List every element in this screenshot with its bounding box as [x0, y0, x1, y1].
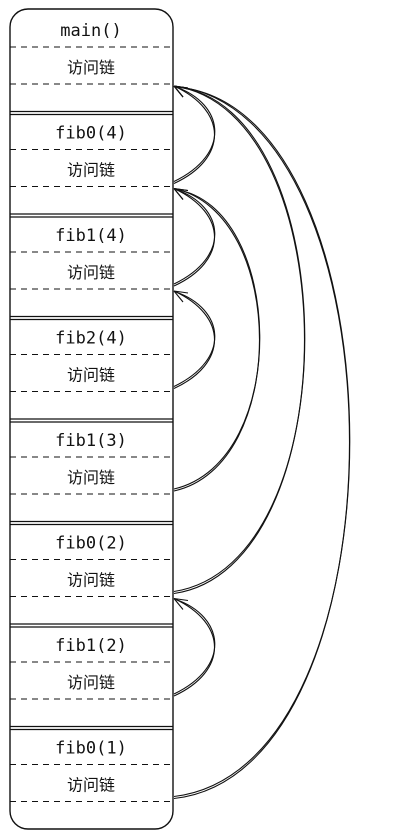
- stack-frame: fib0(4) 访问链: [10, 110, 173, 188]
- arrow-curve: [173, 188, 261, 490]
- stack-frame: fib0(2) 访问链: [10, 520, 173, 598]
- arrow-curve: [173, 86, 351, 798]
- arrowhead: [173, 290, 189, 303]
- frame-title: fib0(1): [55, 739, 127, 759]
- stack-frame: fib2(4) 访问链: [10, 315, 173, 393]
- arrowhead: [173, 597, 189, 610]
- frame-title: fib1(2): [55, 636, 127, 656]
- frame-title: fib0(4): [55, 124, 127, 144]
- access-link-arrows: [173, 85, 351, 800]
- arrow-curve: [173, 188, 216, 285]
- arrow-curve: [173, 86, 306, 593]
- stack-frame: main() 访问链: [10, 21, 173, 85]
- access-link-label: 访问链: [67, 161, 115, 180]
- frame-title: fib0(2): [55, 534, 127, 554]
- arrow-curve: [173, 86, 216, 182]
- stack-frame: fib1(4) 访问链: [10, 213, 173, 290]
- arrow-curve: [173, 85, 351, 800]
- stack-frame: fib1(2) 访问链: [10, 623, 173, 700]
- access-link-label: 访问链: [67, 366, 115, 385]
- access-link-arrow: [173, 187, 261, 492]
- access-link-arrow: [173, 85, 216, 184]
- arrow-curve: [173, 598, 216, 695]
- frame-title: fib1(3): [55, 431, 127, 451]
- access-link-label: 访问链: [67, 571, 115, 590]
- arrowhead: [173, 187, 189, 200]
- access-link-arrow: [173, 597, 216, 697]
- access-link-label: 访问链: [67, 58, 115, 77]
- arrow-curve: [173, 187, 260, 492]
- stack-frames: main()访问链fib0(4)访问链fib1(4)访问链fib2(4)访问链f…: [10, 21, 173, 803]
- stack-frame: fib0(1) 访问链: [10, 725, 173, 803]
- access-link-label: 访问链: [67, 468, 115, 487]
- stack-frame: fib1(3) 访问链: [10, 418, 173, 495]
- arrow-curve: [173, 291, 216, 387]
- frame-title: main(): [60, 21, 121, 41]
- access-link-arrow: [173, 85, 351, 800]
- access-link-label: 访问链: [67, 776, 115, 795]
- frame-title: fib2(4): [55, 329, 127, 349]
- access-link-label: 访问链: [67, 263, 115, 282]
- frame-title: fib1(4): [55, 226, 127, 246]
- access-link-arrow: [173, 290, 216, 389]
- access-link-label: 访问链: [67, 673, 115, 692]
- arrowhead: [173, 85, 189, 98]
